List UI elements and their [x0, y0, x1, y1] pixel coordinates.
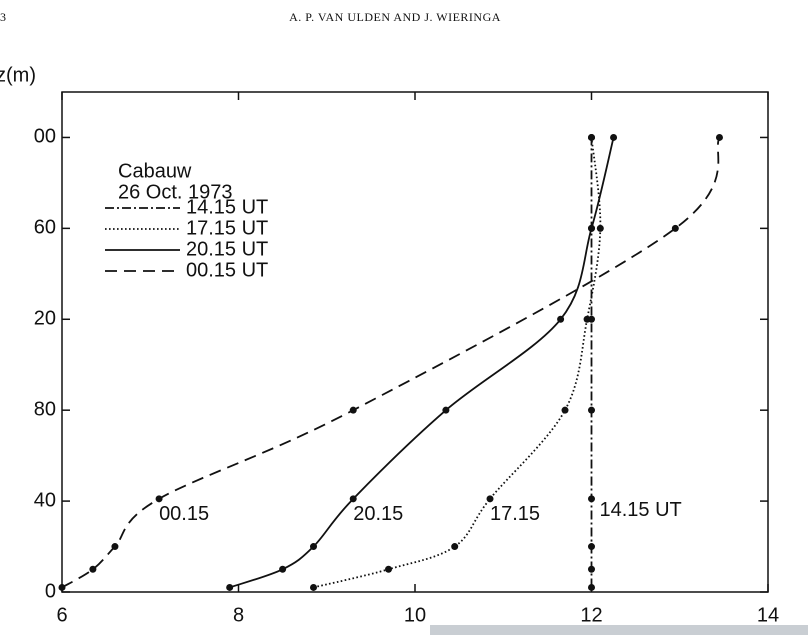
data-point — [58, 583, 66, 591]
data-point — [486, 495, 494, 503]
data-point — [596, 224, 604, 232]
x-tick-label: 8 — [233, 604, 244, 626]
running-header: A. P. VAN ULDEN AND J. WIERINGA — [289, 10, 501, 24]
y-tick-label: 60 — [34, 217, 56, 239]
legend-label: 00.15 UT — [186, 259, 268, 281]
y-tick-label: 40 — [34, 489, 56, 511]
y-axis-label: z(m) — [0, 64, 36, 86]
x-tick-label: 10 — [404, 604, 426, 626]
data-point — [588, 495, 595, 503]
profile-line — [61, 137, 721, 589]
data-point — [610, 133, 618, 141]
data-point — [226, 583, 234, 591]
curve-label: 20.15 — [353, 503, 403, 525]
y-tick-label: 80 — [34, 398, 56, 420]
annotation: Cabauw — [118, 160, 192, 182]
data-point — [557, 315, 565, 323]
data-point — [310, 543, 318, 551]
y-tick-label: 0 — [45, 580, 56, 602]
legend-label: 20.15 UT — [186, 238, 268, 260]
data-point — [715, 133, 723, 141]
data-point — [583, 315, 591, 323]
y-tick-label: 20 — [34, 308, 56, 330]
data-point — [561, 406, 569, 414]
legend-label: 17.15 UT — [186, 217, 268, 239]
data-point — [349, 495, 357, 503]
curve-label: 17.15 — [490, 503, 540, 525]
scan-artifact — [430, 625, 808, 635]
page-number: 3 — [0, 10, 7, 24]
y-tick-label: 00 — [34, 126, 56, 148]
data-point — [588, 133, 595, 141]
data-point — [588, 224, 595, 232]
x-tick-label: 14 — [757, 604, 779, 626]
data-point — [111, 543, 119, 551]
data-point — [451, 543, 459, 551]
data-point — [442, 406, 450, 414]
data-point — [349, 406, 357, 414]
data-point — [385, 565, 393, 573]
data-point — [310, 583, 318, 591]
annotation: 26 Oct. 1973 — [118, 181, 233, 203]
profile-line — [313, 137, 602, 589]
data-point — [155, 495, 163, 503]
data-point — [671, 224, 679, 232]
data-point — [588, 565, 595, 573]
profile-line — [229, 137, 615, 589]
data-point — [279, 565, 287, 573]
x-tick-label: 12 — [580, 604, 602, 626]
data-point — [89, 565, 97, 573]
legend-label: 14.15 UT — [186, 196, 268, 218]
data-point — [588, 583, 595, 591]
x-tick-label: 6 — [56, 604, 67, 626]
curve-label: 14.15 UT — [600, 499, 682, 521]
data-point — [588, 406, 595, 414]
data-point — [588, 543, 595, 551]
curve-label: 00.15 — [159, 503, 209, 525]
